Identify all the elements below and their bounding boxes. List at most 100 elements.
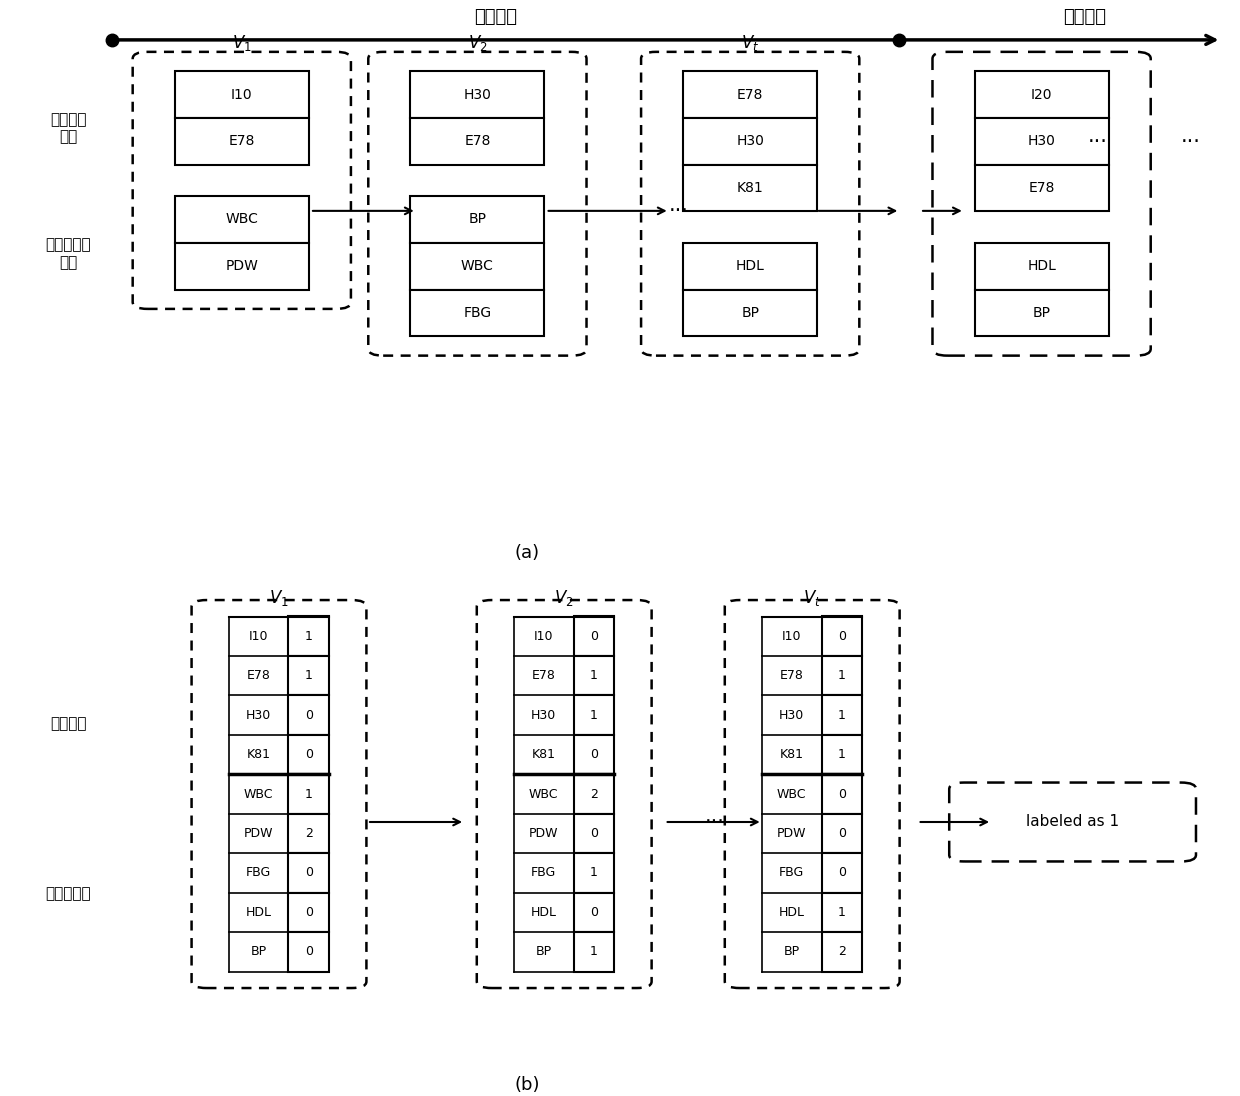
Text: 1: 1 xyxy=(838,906,846,918)
Text: E78: E78 xyxy=(228,135,255,148)
Bar xyxy=(573,853,615,892)
Text: 实验室指标: 实验室指标 xyxy=(46,886,91,901)
Text: BP: BP xyxy=(784,946,800,958)
Text: E78: E78 xyxy=(532,670,556,682)
Text: E78: E78 xyxy=(780,670,804,682)
Text: E78: E78 xyxy=(1028,181,1055,195)
FancyBboxPatch shape xyxy=(950,783,1195,861)
Text: 1: 1 xyxy=(838,749,846,761)
Bar xyxy=(573,696,615,734)
Bar xyxy=(288,696,329,734)
Text: K81: K81 xyxy=(247,749,270,761)
Text: BP: BP xyxy=(469,213,486,227)
Text: 实验室指标
序列: 实验室指标 序列 xyxy=(46,238,91,270)
Text: WBC: WBC xyxy=(529,788,558,800)
Bar xyxy=(175,71,309,118)
FancyBboxPatch shape xyxy=(368,52,587,355)
Bar xyxy=(822,774,863,813)
Text: 0: 0 xyxy=(305,906,312,918)
Bar xyxy=(573,892,615,932)
Bar xyxy=(175,196,309,243)
Text: ···: ··· xyxy=(1087,133,1107,152)
Text: 1: 1 xyxy=(590,946,598,958)
Bar xyxy=(410,243,544,289)
Bar xyxy=(975,118,1109,164)
Bar xyxy=(975,71,1109,118)
Text: 0: 0 xyxy=(838,788,846,800)
Bar xyxy=(410,71,544,118)
Bar xyxy=(573,932,615,971)
Text: FBG: FBG xyxy=(464,306,491,320)
Text: PDW: PDW xyxy=(244,827,273,840)
Text: $V_{2}$: $V_{2}$ xyxy=(554,589,574,608)
Text: 0: 0 xyxy=(838,867,846,879)
Bar xyxy=(288,616,329,655)
Text: 0: 0 xyxy=(590,749,598,761)
Text: WBC: WBC xyxy=(226,213,258,227)
FancyBboxPatch shape xyxy=(641,52,859,355)
Text: H30: H30 xyxy=(531,709,557,721)
Bar xyxy=(683,243,817,289)
Text: 0: 0 xyxy=(838,827,846,840)
Text: E78: E78 xyxy=(247,670,270,682)
Text: 1: 1 xyxy=(590,709,598,721)
Bar xyxy=(822,813,863,853)
Text: ···: ··· xyxy=(668,201,688,221)
Bar xyxy=(683,71,817,118)
Bar xyxy=(822,853,863,892)
Bar xyxy=(822,655,863,696)
Text: H30: H30 xyxy=(1028,135,1055,148)
FancyBboxPatch shape xyxy=(724,601,900,989)
Bar xyxy=(573,616,615,655)
Text: 1: 1 xyxy=(590,670,598,682)
Bar xyxy=(683,164,817,212)
Text: 0: 0 xyxy=(838,630,846,642)
Text: H30: H30 xyxy=(464,88,491,102)
Text: I10: I10 xyxy=(231,88,253,102)
Bar xyxy=(975,243,1109,289)
Text: (a): (a) xyxy=(515,544,539,562)
Text: $V_{t}$: $V_{t}$ xyxy=(742,33,759,53)
Text: HDL: HDL xyxy=(531,906,557,918)
Text: ···: ··· xyxy=(704,812,724,832)
Text: 0: 0 xyxy=(305,749,312,761)
Bar xyxy=(683,118,817,164)
Text: 2: 2 xyxy=(838,946,846,958)
Bar xyxy=(175,243,309,289)
Bar xyxy=(288,813,329,853)
Text: 0: 0 xyxy=(590,630,598,642)
FancyBboxPatch shape xyxy=(191,601,367,989)
Bar xyxy=(975,289,1109,336)
Bar xyxy=(175,118,309,164)
Text: H30: H30 xyxy=(246,709,272,721)
Bar xyxy=(288,932,329,971)
Text: $V_{1}$: $V_{1}$ xyxy=(232,33,252,53)
Text: labeled as 1: labeled as 1 xyxy=(1025,814,1120,830)
Text: WBC: WBC xyxy=(777,788,806,800)
Text: 预测窗口: 预测窗口 xyxy=(1064,8,1106,26)
Bar xyxy=(288,853,329,892)
Bar xyxy=(573,774,615,813)
Text: FBG: FBG xyxy=(246,867,272,879)
Text: 2: 2 xyxy=(305,827,312,840)
Text: $V_{t}$: $V_{t}$ xyxy=(804,589,821,608)
Text: HDL: HDL xyxy=(246,906,272,918)
Bar xyxy=(822,696,863,734)
Bar xyxy=(288,774,329,813)
Text: WBC: WBC xyxy=(244,788,273,800)
Bar xyxy=(410,118,544,164)
FancyBboxPatch shape xyxy=(932,52,1151,355)
Text: 0: 0 xyxy=(305,867,312,879)
Text: E78: E78 xyxy=(737,88,764,102)
Bar xyxy=(410,196,544,243)
Bar xyxy=(822,735,863,774)
Text: E78: E78 xyxy=(464,135,491,148)
Text: (b): (b) xyxy=(515,1076,539,1094)
Text: HDL: HDL xyxy=(1027,259,1056,273)
Bar xyxy=(288,655,329,696)
Text: 0: 0 xyxy=(305,946,312,958)
FancyBboxPatch shape xyxy=(476,601,652,989)
Text: I10: I10 xyxy=(249,630,268,642)
Text: BP: BP xyxy=(536,946,552,958)
Bar xyxy=(573,735,615,774)
